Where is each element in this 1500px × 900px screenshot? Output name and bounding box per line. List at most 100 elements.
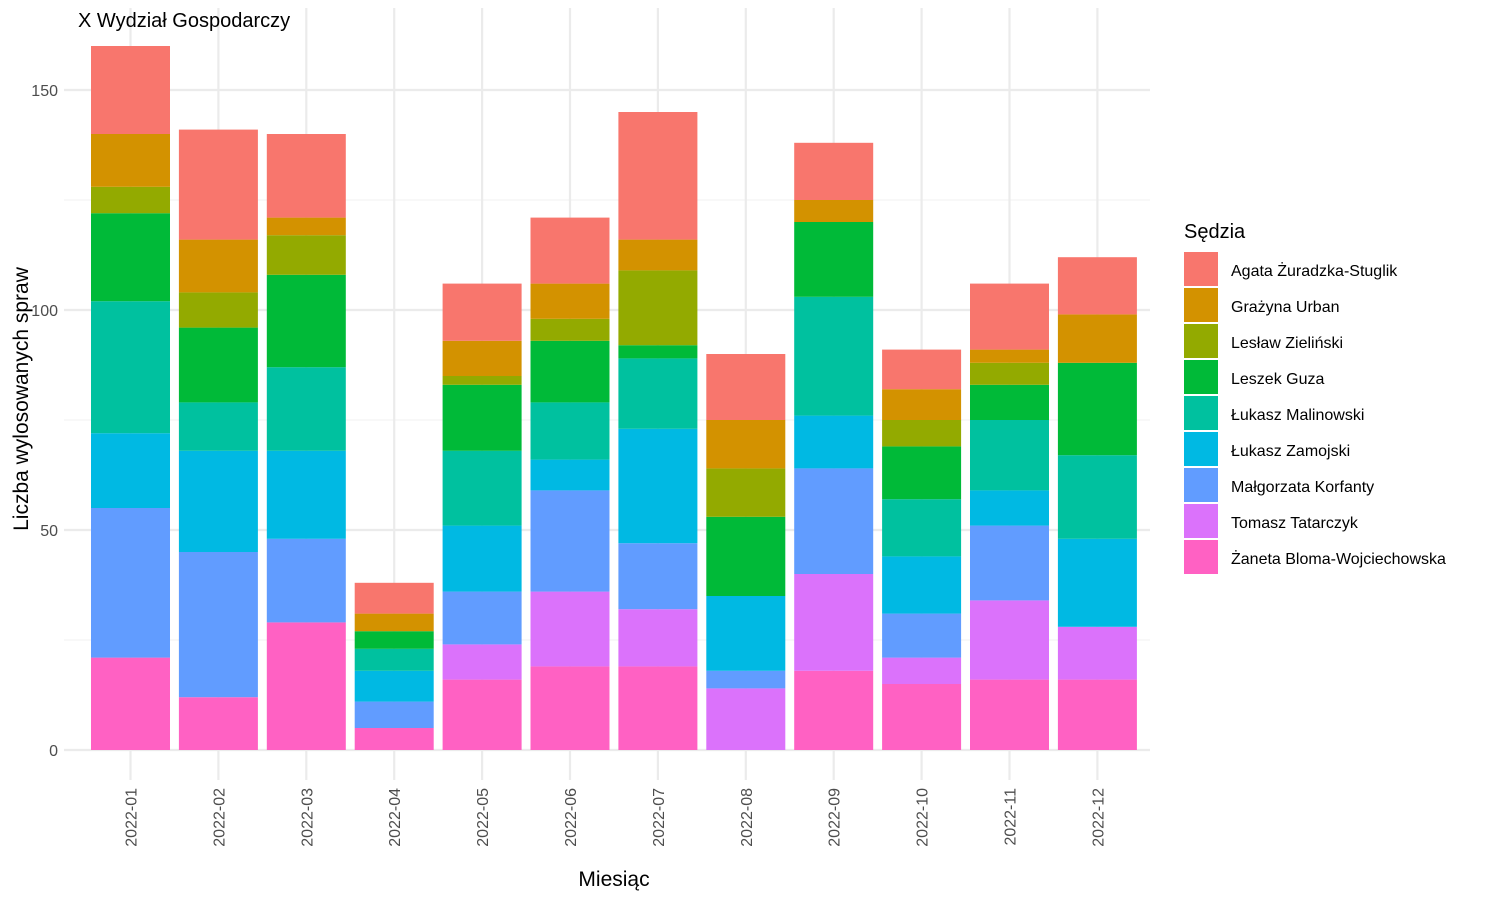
x-tick-label: 2022-06 — [563, 788, 580, 847]
bar-segment — [882, 389, 962, 420]
x-tick-label: 2022-04 — [387, 788, 404, 847]
bar-segment — [178, 552, 258, 698]
bar-segment — [530, 402, 610, 460]
bar-segment — [1057, 314, 1137, 363]
x-tick-label: 2022-01 — [124, 788, 141, 847]
legend-title: Sędzia — [1184, 221, 1246, 243]
bar-segment — [1057, 455, 1137, 539]
bar-segment — [618, 428, 698, 544]
bar-segment — [706, 516, 786, 596]
legend-label: Żaneta Bloma-Wojciechowska — [1231, 549, 1446, 568]
legend-label: Grażyna Urban — [1231, 299, 1340, 316]
bar-segment — [970, 349, 1049, 363]
bar-segment — [91, 508, 170, 658]
bar-segment — [706, 688, 786, 750]
bar-segment — [1057, 257, 1137, 315]
x-tick-label: 2022-07 — [651, 788, 668, 847]
x-tick-label: 2022-08 — [739, 788, 756, 847]
bar-segment — [530, 318, 610, 341]
bar-segment — [618, 666, 698, 750]
legend-label: Leszek Guza — [1231, 371, 1324, 388]
bar-segment — [970, 362, 1049, 385]
bar-segment — [970, 490, 1049, 526]
bar-segment — [354, 648, 434, 671]
bar-segment — [178, 292, 258, 328]
x-tick-label: 2022-10 — [915, 788, 932, 847]
bar-segment — [794, 468, 874, 574]
bar-segment — [970, 600, 1049, 680]
bar-segment — [530, 666, 610, 750]
bar-segment — [618, 543, 698, 610]
bar-segment — [530, 459, 610, 491]
bar-segment — [91, 186, 170, 214]
bar-segment — [91, 46, 170, 134]
bar-segment — [794, 200, 874, 222]
x-tick-label: 2022-02 — [211, 788, 228, 847]
x-tick-label: 2022-05 — [475, 788, 492, 847]
bar-segment — [970, 384, 1049, 420]
bar-segment — [178, 697, 258, 750]
bar-segment — [178, 402, 258, 451]
bar-segment — [882, 349, 962, 390]
legend-key — [1184, 360, 1218, 394]
bar-segment — [882, 420, 962, 447]
legend-label: Łukasz Zamojski — [1231, 443, 1350, 460]
x-tick-label: 2022-03 — [299, 788, 316, 847]
bar-segment — [706, 670, 786, 689]
bar-segment — [882, 556, 962, 614]
bars — [91, 46, 1137, 750]
bar-segment — [618, 112, 698, 240]
legend-key — [1184, 324, 1218, 358]
bar-segment — [266, 622, 346, 750]
legend-key — [1184, 504, 1218, 538]
bar-segment — [882, 657, 962, 684]
bar-segment — [530, 591, 610, 667]
bar-segment — [442, 283, 522, 341]
bar-segment — [266, 217, 346, 236]
legend-key — [1184, 396, 1218, 430]
legend-key — [1184, 252, 1218, 286]
y-tick-labels: 0 50 100 150 — [31, 83, 58, 760]
bar-segment — [794, 222, 874, 297]
bar-segment — [178, 239, 258, 293]
bar-segment — [970, 420, 1049, 491]
legend: Sędzia Agata Żuradzka-Stuglik Grażyna Urb… — [1184, 221, 1446, 574]
bar-segment — [266, 367, 346, 451]
bar-segment — [706, 354, 786, 420]
bar-segment — [706, 420, 786, 469]
legend-key — [1184, 540, 1218, 574]
bar-segment — [91, 301, 170, 434]
bar-segment — [354, 728, 434, 750]
x-axis-title: Miesiąc — [578, 868, 649, 891]
x-tick-labels: 2022-01 2022-02 2022-03 2022-04 2022-05 2022-… — [124, 788, 1108, 847]
bar-segment — [1057, 626, 1137, 680]
bar-segment — [530, 340, 610, 403]
bar-segment — [530, 283, 610, 319]
y-tick-label: 0 — [49, 743, 58, 760]
legend-label: Małgorzata Korfanty — [1231, 479, 1374, 496]
bar-segment — [970, 679, 1049, 750]
bar-segment — [266, 274, 346, 368]
bar-segment — [618, 270, 698, 346]
legend-label: Lesław Zieliński — [1231, 335, 1343, 352]
y-axis-title: Liczba wylosowanych spraw — [10, 266, 33, 531]
bar-segment — [882, 684, 962, 750]
bar-segment — [91, 213, 170, 302]
bar-segment — [91, 657, 170, 750]
bar-segment — [354, 670, 434, 702]
y-tick-label: 50 — [40, 523, 58, 540]
bar-segment — [354, 613, 434, 632]
x-tick-label: 2022-11 — [1003, 788, 1020, 846]
bar-segment — [442, 644, 522, 680]
bar-segment — [442, 376, 522, 385]
legend-label: Tomasz Tatarczyk — [1231, 515, 1359, 532]
bar-segment — [442, 384, 522, 451]
bar-segment — [442, 525, 522, 592]
bar-segment — [794, 296, 874, 416]
bar-segment — [794, 142, 874, 200]
x-tick-label: 2022-12 — [1090, 788, 1107, 847]
y-tick-label: 100 — [31, 303, 58, 320]
bar-segment — [1057, 538, 1137, 627]
bar-segment — [618, 345, 698, 359]
